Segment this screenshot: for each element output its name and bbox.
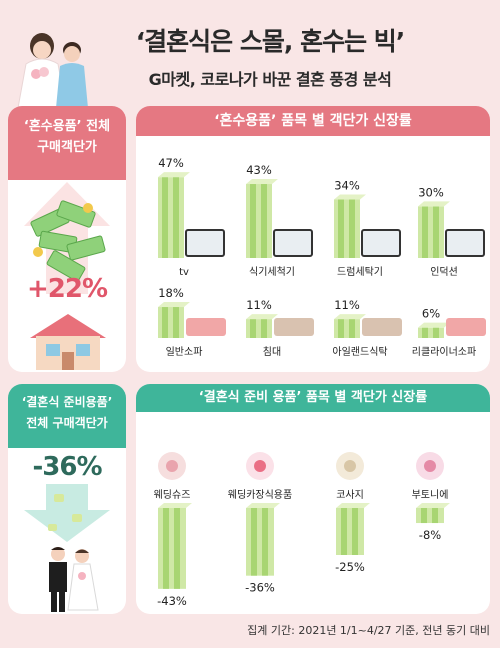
page-subtitle: G마켓, 코로나가 바꾼 결혼 풍경 분석 <box>148 70 392 89</box>
wedding-category-label-item-2: 웨딩카장식용품 <box>228 489 292 501</box>
bar-wedding-item-3 <box>336 503 370 555</box>
total-wedding-heading-line1: ‘결혼식 준비용품’ <box>21 395 113 409</box>
wedding-value-label-item-2: -36% <box>245 581 275 595</box>
category-label-item-5: 일반소파 <box>166 346 203 358</box>
wedding-value-label-item-1: -43% <box>157 594 187 608</box>
category-label-item-6: 침대 <box>263 346 281 358</box>
wedding-prep-chart-panel: ‘결혼식 준비 용품’ 품목 별 객단가 신장률 -43% 웨딩슈즈 -36% 웨딩카… <box>136 384 490 614</box>
category-label-item-8: 리클라이너소파 <box>412 346 476 358</box>
page-title: ‘결혼식은 스몰, 혼수는 빅’ <box>135 27 406 56</box>
total-wedding-prep-panel: ‘결혼식 준비용품’ 전체 구매객단가 -36% <box>8 384 126 614</box>
wedding-item-icon-item-4 <box>416 452 444 480</box>
wedding-item-icon-item-3 <box>336 452 364 480</box>
product-icon-item-3 <box>361 229 401 257</box>
product-icon-item-8 <box>446 318 486 336</box>
value-label-item-2: 43% <box>246 163 272 177</box>
wedding-category-label-item-1: 웨딩슈즈 <box>154 489 191 501</box>
wedding-value-label-item-3: -25% <box>335 560 365 574</box>
bar-wedding-item-1 <box>158 503 192 589</box>
category-label-item-1: tv <box>179 267 189 278</box>
wedding-prep-chart-title: ‘결혼식 준비 용품’ 품목 별 객단가 신장률 <box>136 384 490 412</box>
value-label-item-6: 11% <box>246 298 272 312</box>
bride-groom-illustration <box>49 547 99 612</box>
wedding-couple-illustration <box>17 33 88 108</box>
category-label-item-7: 아일랜드식탁 <box>332 346 387 358</box>
wedding-value-label-item-4: -8% <box>419 528 441 542</box>
total-wedding-value: -36% <box>32 452 102 482</box>
value-label-item-8: 6% <box>422 307 440 321</box>
wedding-category-label-item-4: 부토니에 <box>412 489 449 501</box>
product-icon-item-6 <box>274 318 314 336</box>
money-up-arrow-icon <box>24 182 110 294</box>
household-items-bar-chart: 47% tv 43% 식기세척기 34% 드럼세탁기 30% 인덕션 18% 일반소파 11% 침대 1… <box>158 156 486 358</box>
product-icon-item-7 <box>362 318 402 336</box>
total-household-heading-line1: ‘혼수용품’ 전체 <box>23 119 111 134</box>
value-label-item-7: 11% <box>334 298 360 312</box>
household-chart-title: ‘혼수용품’ 품목 별 객단가 신장률 <box>136 106 490 136</box>
category-label-item-2: 식기세척기 <box>249 266 295 278</box>
bar-item-4 <box>418 201 450 258</box>
wedding-item-icon-item-1 <box>158 452 186 480</box>
house-icon <box>30 314 106 370</box>
bar-item-3 <box>334 194 366 258</box>
product-icon-item-1 <box>185 229 225 257</box>
bar-item-7 <box>334 314 366 338</box>
product-icon-item-4 <box>445 229 485 257</box>
bar-item-2 <box>246 179 278 258</box>
wedding-item-icon-item-2 <box>246 452 274 480</box>
total-household-goods-panel: ‘혼수용품’ 전체 구매객단가 +22% <box>8 106 126 372</box>
bar-item-5 <box>158 302 190 338</box>
footnote: 집계 기간: 2021년 1/1~4/27 기준, 전년 동기 대비 <box>247 624 490 637</box>
bar-item-8 <box>418 322 450 338</box>
bar-item-6 <box>246 314 278 338</box>
product-icon-item-2 <box>273 229 313 257</box>
total-household-value: +22% <box>26 274 108 304</box>
total-household-heading-line2: 구매객단가 <box>37 140 97 155</box>
wedding-prep-bar-chart: -43% 웨딩슈즈 -36% 웨딩카장식용품 -25% 코사지 -8% 부토니에 <box>154 452 450 608</box>
category-label-item-4: 인덕션 <box>430 266 458 278</box>
category-label-item-3: 드럼세탁기 <box>337 265 383 278</box>
bar-item-1 <box>158 172 190 258</box>
wedding-category-label-item-3: 코사지 <box>336 489 364 501</box>
bar-wedding-item-2 <box>246 503 280 576</box>
value-label-item-1: 47% <box>158 156 184 170</box>
bar-wedding-item-4 <box>416 503 450 524</box>
household-items-chart-panel: ‘혼수용품’ 품목 별 객단가 신장률 47% tv 43% 식기세척기 34% 드럼세탁… <box>136 106 490 372</box>
value-label-item-4: 30% <box>418 185 444 199</box>
down-arrow-icon <box>24 484 110 542</box>
total-wedding-heading-line2: 전체 구매객단가 <box>26 416 108 430</box>
product-icon-item-5 <box>186 318 226 336</box>
value-label-item-3: 34% <box>334 179 360 193</box>
value-label-item-5: 18% <box>158 286 184 300</box>
